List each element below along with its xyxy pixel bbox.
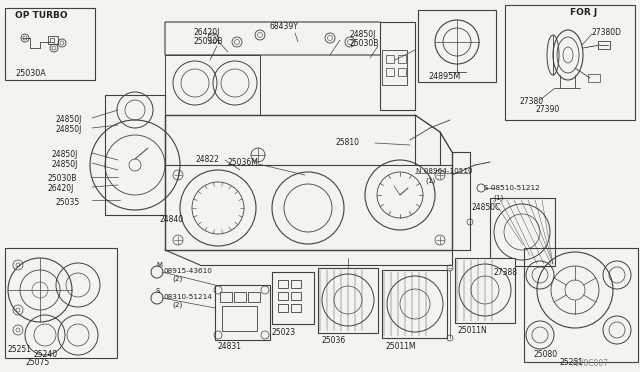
Bar bbox=[222, 306, 257, 331]
Text: (1): (1) bbox=[493, 194, 503, 201]
Text: 25810: 25810 bbox=[335, 138, 359, 147]
Text: 26420J: 26420J bbox=[48, 184, 74, 193]
Bar bbox=[524, 248, 638, 362]
Bar bbox=[398, 68, 406, 76]
Text: 25080: 25080 bbox=[534, 350, 558, 359]
Bar bbox=[291, 292, 301, 300]
Bar bbox=[5, 248, 117, 358]
Polygon shape bbox=[105, 95, 165, 215]
Bar bbox=[505, 5, 635, 120]
Text: 08915-43610: 08915-43610 bbox=[163, 268, 212, 274]
Circle shape bbox=[504, 214, 540, 250]
Bar bbox=[455, 258, 515, 323]
Circle shape bbox=[377, 172, 423, 218]
Text: S 08510-51212: S 08510-51212 bbox=[484, 185, 540, 191]
Text: 24850J: 24850J bbox=[55, 125, 81, 134]
Bar bbox=[291, 304, 301, 312]
Text: 08310-51214: 08310-51214 bbox=[163, 294, 212, 300]
Bar bbox=[598, 41, 610, 49]
Text: 24840: 24840 bbox=[160, 215, 184, 224]
Text: 25030A: 25030A bbox=[15, 69, 45, 78]
Text: 25035: 25035 bbox=[55, 198, 79, 207]
Text: 25023: 25023 bbox=[272, 328, 296, 337]
Text: S: S bbox=[156, 288, 161, 294]
Text: 24850J: 24850J bbox=[52, 160, 78, 169]
Bar bbox=[490, 198, 555, 266]
Text: 27380: 27380 bbox=[520, 97, 544, 106]
Text: 24895M: 24895M bbox=[428, 72, 460, 81]
Circle shape bbox=[322, 274, 374, 326]
Bar bbox=[48, 36, 58, 44]
Text: 25075: 25075 bbox=[25, 358, 49, 367]
Text: 24850J: 24850J bbox=[350, 30, 376, 39]
Circle shape bbox=[387, 276, 443, 332]
Polygon shape bbox=[165, 55, 260, 115]
Text: 24850J: 24850J bbox=[55, 115, 81, 124]
Ellipse shape bbox=[557, 37, 579, 73]
Bar bbox=[272, 272, 314, 324]
Text: OP TURBO: OP TURBO bbox=[15, 11, 68, 20]
Circle shape bbox=[365, 160, 435, 230]
Text: M: M bbox=[156, 262, 162, 268]
Bar bbox=[234, 292, 246, 302]
Text: (2): (2) bbox=[172, 276, 182, 282]
Bar bbox=[50, 38, 54, 42]
Bar bbox=[398, 55, 406, 63]
Bar bbox=[382, 270, 447, 338]
Bar bbox=[220, 292, 232, 302]
Polygon shape bbox=[380, 22, 415, 110]
Text: FOR J: FOR J bbox=[570, 8, 597, 17]
Bar bbox=[248, 292, 260, 302]
Text: 25030B: 25030B bbox=[48, 174, 77, 183]
Text: 24831: 24831 bbox=[218, 342, 242, 351]
Text: 27388: 27388 bbox=[494, 268, 518, 277]
Text: (1): (1) bbox=[425, 177, 435, 183]
Bar bbox=[278, 292, 288, 300]
Circle shape bbox=[334, 286, 362, 314]
Text: 68439Y: 68439Y bbox=[270, 22, 299, 31]
Text: 27390: 27390 bbox=[535, 105, 559, 114]
Text: 27380D: 27380D bbox=[592, 28, 622, 37]
Bar bbox=[278, 304, 288, 312]
Circle shape bbox=[565, 280, 585, 300]
Circle shape bbox=[284, 184, 332, 232]
Bar bbox=[5, 8, 95, 80]
Text: 24850J: 24850J bbox=[52, 150, 78, 159]
Circle shape bbox=[32, 282, 48, 298]
Polygon shape bbox=[165, 22, 395, 55]
Text: 25011N: 25011N bbox=[458, 326, 488, 335]
Circle shape bbox=[459, 264, 511, 316]
Text: 25240: 25240 bbox=[33, 350, 57, 359]
Text: 25036M: 25036M bbox=[228, 158, 259, 167]
Bar bbox=[291, 280, 301, 288]
Bar bbox=[215, 285, 270, 340]
Bar bbox=[386, 55, 394, 63]
Text: AP/8C007: AP/8C007 bbox=[572, 358, 609, 367]
Text: 25036: 25036 bbox=[322, 336, 346, 345]
Ellipse shape bbox=[553, 30, 583, 80]
Circle shape bbox=[471, 276, 499, 304]
Text: 24850C: 24850C bbox=[471, 203, 500, 212]
Text: 24822: 24822 bbox=[195, 155, 219, 164]
Bar bbox=[382, 50, 407, 85]
Text: 25011M: 25011M bbox=[385, 342, 415, 351]
Text: 25251: 25251 bbox=[7, 345, 31, 354]
Bar bbox=[278, 280, 288, 288]
Bar bbox=[418, 10, 496, 82]
Text: 26420J: 26420J bbox=[193, 28, 220, 37]
Circle shape bbox=[494, 204, 550, 260]
Circle shape bbox=[129, 159, 141, 171]
Bar bbox=[318, 268, 378, 333]
Text: 25030B: 25030B bbox=[193, 37, 222, 46]
Text: N 08964-10510: N 08964-10510 bbox=[416, 168, 472, 174]
Circle shape bbox=[272, 172, 344, 244]
Circle shape bbox=[192, 182, 244, 234]
Bar bbox=[588, 74, 600, 82]
Circle shape bbox=[400, 289, 430, 319]
Circle shape bbox=[180, 170, 256, 246]
Text: 25030B: 25030B bbox=[350, 39, 380, 48]
Text: (2): (2) bbox=[172, 302, 182, 308]
Bar bbox=[386, 68, 394, 76]
Text: 25251: 25251 bbox=[560, 358, 584, 367]
